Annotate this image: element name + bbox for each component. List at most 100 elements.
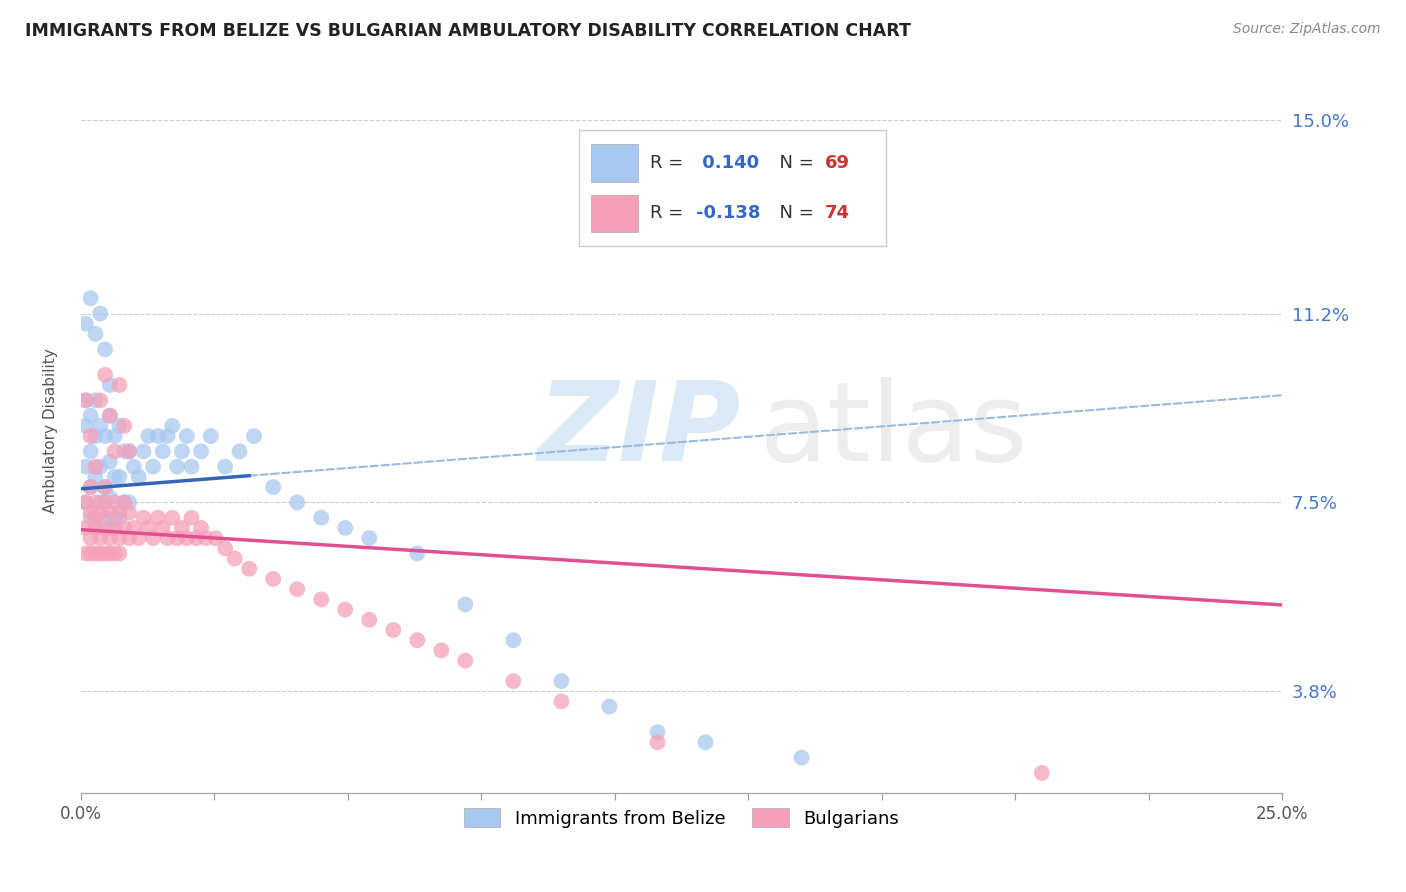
Point (502, 633, 524, 648)
Text: ZIP: ZIP (537, 377, 741, 484)
Point (118, 444, 141, 458)
Point (84, 546, 107, 560)
Point (94, 510, 117, 524)
Text: Source: ZipAtlas.com: Source: ZipAtlas.com (1233, 22, 1381, 37)
Text: R =: R = (651, 153, 689, 172)
Point (98, 378, 121, 392)
Point (118, 444, 141, 458)
Point (79, 510, 101, 524)
Point (84, 459, 107, 474)
Point (176, 531, 198, 545)
Point (1031, 766, 1053, 780)
Point (790, 750, 813, 764)
Text: N =: N = (768, 204, 820, 222)
Point (695, 735, 717, 749)
Point (454, 598, 477, 612)
Point (98, 409, 121, 423)
Point (128, 470, 150, 484)
Point (84, 510, 107, 524)
Point (98, 506, 121, 520)
Point (84, 429, 107, 443)
Point (359, 613, 381, 627)
Point (136, 429, 159, 443)
Point (142, 459, 165, 474)
Point (104, 495, 127, 509)
Point (166, 531, 188, 545)
Point (156, 429, 179, 443)
Legend: Immigrants from Belize, Bulgarians: Immigrants from Belize, Bulgarians (457, 801, 905, 835)
Point (98, 531, 121, 545)
Point (94, 480, 117, 494)
Point (89, 506, 111, 520)
Point (128, 531, 150, 545)
Point (79, 291, 101, 305)
Point (118, 506, 141, 520)
Point (75, 495, 97, 509)
Point (112, 521, 135, 535)
Point (112, 418, 135, 433)
Text: 0.140: 0.140 (696, 153, 759, 172)
Point (108, 531, 131, 545)
Point (238, 562, 260, 576)
Point (98, 491, 121, 505)
Point (180, 510, 202, 524)
Point (186, 531, 208, 545)
Point (75, 317, 97, 331)
Point (75, 521, 97, 535)
Point (75, 495, 97, 509)
Point (104, 521, 127, 535)
Point (79, 546, 101, 560)
Point (75, 393, 97, 408)
Point (84, 393, 107, 408)
Point (335, 521, 357, 535)
Point (502, 674, 524, 689)
FancyBboxPatch shape (579, 130, 886, 246)
Text: N =: N = (768, 153, 820, 172)
Point (108, 470, 131, 484)
Point (84, 326, 107, 341)
Point (162, 418, 184, 433)
Point (89, 306, 111, 320)
Point (94, 429, 117, 443)
Point (132, 444, 155, 458)
Point (75, 393, 97, 408)
Point (200, 429, 222, 443)
Point (152, 444, 174, 458)
Point (194, 531, 217, 545)
Point (550, 694, 572, 708)
Point (598, 699, 620, 714)
Point (112, 495, 135, 509)
Point (285, 582, 308, 597)
Point (108, 506, 131, 520)
Point (98, 409, 121, 423)
Text: R =: R = (651, 204, 689, 222)
Point (89, 393, 111, 408)
Point (214, 459, 236, 474)
Point (136, 521, 159, 535)
Point (79, 506, 101, 520)
Point (118, 531, 141, 545)
Point (359, 531, 381, 545)
Point (89, 495, 111, 509)
Point (79, 480, 101, 494)
FancyBboxPatch shape (592, 144, 638, 182)
Point (84, 521, 107, 535)
Point (94, 368, 117, 382)
Point (214, 541, 236, 556)
Text: IMMIGRANTS FROM BELIZE VS BULGARIAN AMBULATORY DISABILITY CORRELATION CHART: IMMIGRANTS FROM BELIZE VS BULGARIAN AMBU… (25, 22, 911, 40)
Point (647, 725, 669, 739)
Point (204, 531, 226, 545)
Point (75, 546, 97, 560)
Point (176, 429, 198, 443)
Point (112, 495, 135, 509)
Point (104, 546, 127, 560)
Point (335, 602, 357, 616)
Point (146, 510, 169, 524)
Point (94, 343, 117, 357)
Point (190, 444, 212, 458)
Point (122, 521, 145, 535)
Point (142, 531, 165, 545)
Point (430, 643, 453, 657)
FancyBboxPatch shape (592, 194, 638, 232)
Point (84, 495, 107, 509)
